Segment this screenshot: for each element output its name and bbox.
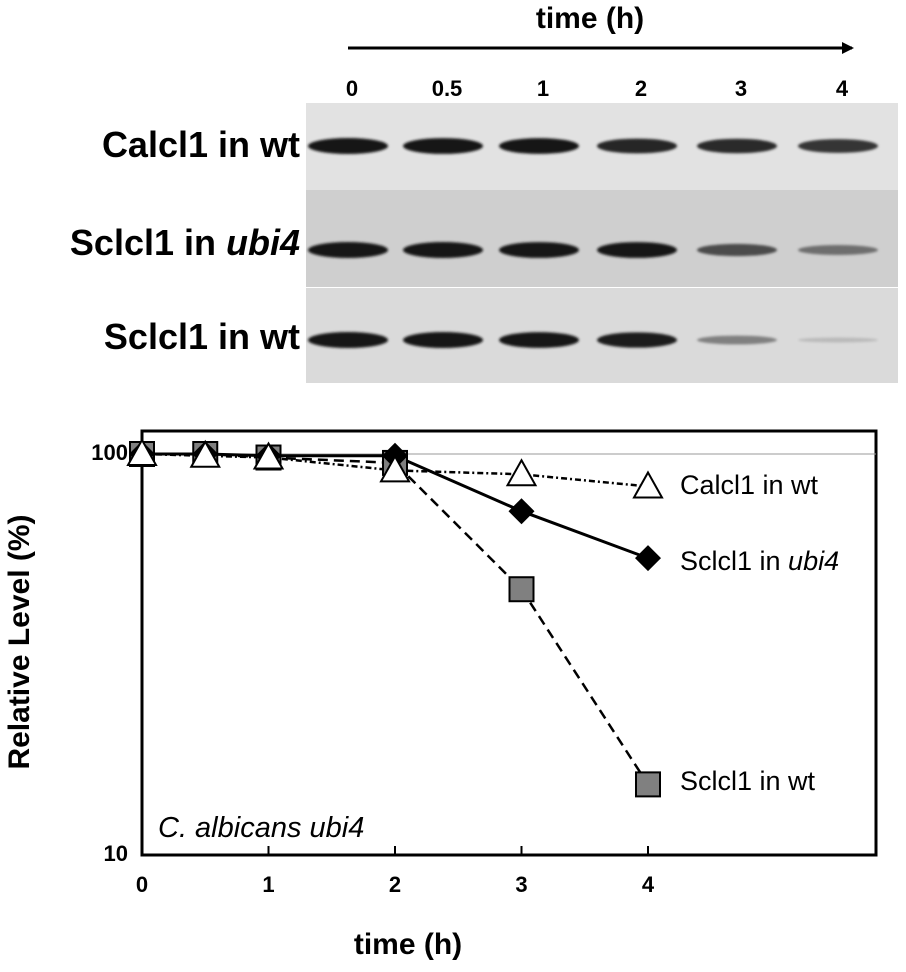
series-1-point-1 xyxy=(192,441,219,467)
lane-label-0: 0 xyxy=(345,76,359,101)
blot-band-row0-lane4 xyxy=(697,138,777,154)
blot-band-row1-lane5 xyxy=(798,245,878,255)
blot-band-row0-lane0 xyxy=(308,138,388,154)
series-1-point-3 xyxy=(382,442,408,469)
series-0-point-2 xyxy=(252,441,285,470)
blot-bands xyxy=(308,138,878,348)
blot-band-row1-lane3 xyxy=(597,242,677,258)
series-1-point-5 xyxy=(635,545,661,572)
blot-band-row2-lane1 xyxy=(403,332,483,348)
lane-label-4: 3 xyxy=(734,76,748,101)
x-tick-label-4: 4 xyxy=(641,872,655,897)
series-line-1 xyxy=(142,452,649,560)
lane-label-1: 0.5 xyxy=(431,76,463,101)
series-line-2 xyxy=(142,452,650,786)
series-0-point-3 xyxy=(379,454,411,483)
blot-band-row1-lane1 xyxy=(403,242,483,258)
blot-band-row1-lane2 xyxy=(499,242,579,258)
series-line-0 xyxy=(141,452,649,488)
blot-band-row0-lane1 xyxy=(403,138,483,154)
x-tick-label-2: 2 xyxy=(388,872,402,897)
series-2-point-5 xyxy=(635,771,661,798)
series-2-point-1 xyxy=(192,441,219,467)
series-1-point-0 xyxy=(129,441,155,467)
series-0-point-1 xyxy=(189,439,221,468)
blot-strip-sclcl1-ubi4 xyxy=(306,190,898,287)
series-label-calcl1-wt: Calcl1 in wt xyxy=(680,470,819,500)
series-2-point-4 xyxy=(508,576,535,603)
blot-band-row1-lane4 xyxy=(697,243,777,257)
x-tick-label-1: 1 xyxy=(262,872,275,897)
series-1-point-4 xyxy=(508,498,535,525)
series-2-point-2 xyxy=(255,444,282,471)
blot-row-label-sclcl1-wt: Sclcl1 in wt xyxy=(103,316,300,357)
blot-band-row2-lane2 xyxy=(499,332,579,348)
series-0-point-4 xyxy=(505,458,538,487)
blot-band-row2-lane0 xyxy=(308,332,388,348)
blot-band-row2-lane5 xyxy=(798,337,878,343)
x-tick-label-0: 0 xyxy=(135,872,149,897)
western-blot-image xyxy=(306,42,898,383)
blot-row-label-calcl1-wt: Calcl1 in wt xyxy=(101,124,300,165)
series-2-point-3 xyxy=(382,449,408,476)
series-0-point-0 xyxy=(126,437,158,466)
series-1-point-2 xyxy=(255,442,282,469)
blot-band-row0-lane5 xyxy=(798,139,878,153)
blot-band-row0-lane2 xyxy=(499,138,579,154)
series-label-sclcl1-wt: Sclcl1 in wt xyxy=(680,766,816,796)
blot-row-label-sclcl1-ubi4: Sclcl1 in ubi4 xyxy=(69,222,300,263)
blot-band-row0-lane3 xyxy=(597,138,677,154)
y-tick-label-1: 100 xyxy=(91,440,128,465)
blot-band-row1-lane0 xyxy=(308,242,388,258)
lane-label-2: 1 xyxy=(536,76,550,101)
x-axis-label: time (h) xyxy=(353,928,463,961)
lane-label-3: 2 xyxy=(634,76,648,101)
lane-label-5: 4 xyxy=(835,76,849,101)
blot-band-row2-lane3 xyxy=(597,332,677,348)
series-2-point-0 xyxy=(129,441,155,467)
blot-time-header: time (h) xyxy=(535,2,645,35)
blot-band-row2-lane4 xyxy=(697,335,777,345)
x-tick-label-3: 3 xyxy=(515,872,528,897)
blot-strip-sclcl1-wt xyxy=(306,288,898,383)
series-label-sclcl1-ubi4: Sclcl1 in ubi4 xyxy=(680,546,840,576)
chart-annotation: C. albicans ubi4 xyxy=(158,812,365,844)
y-tick-label-0: 10 xyxy=(103,841,128,866)
series-0-point-5 xyxy=(632,470,664,499)
